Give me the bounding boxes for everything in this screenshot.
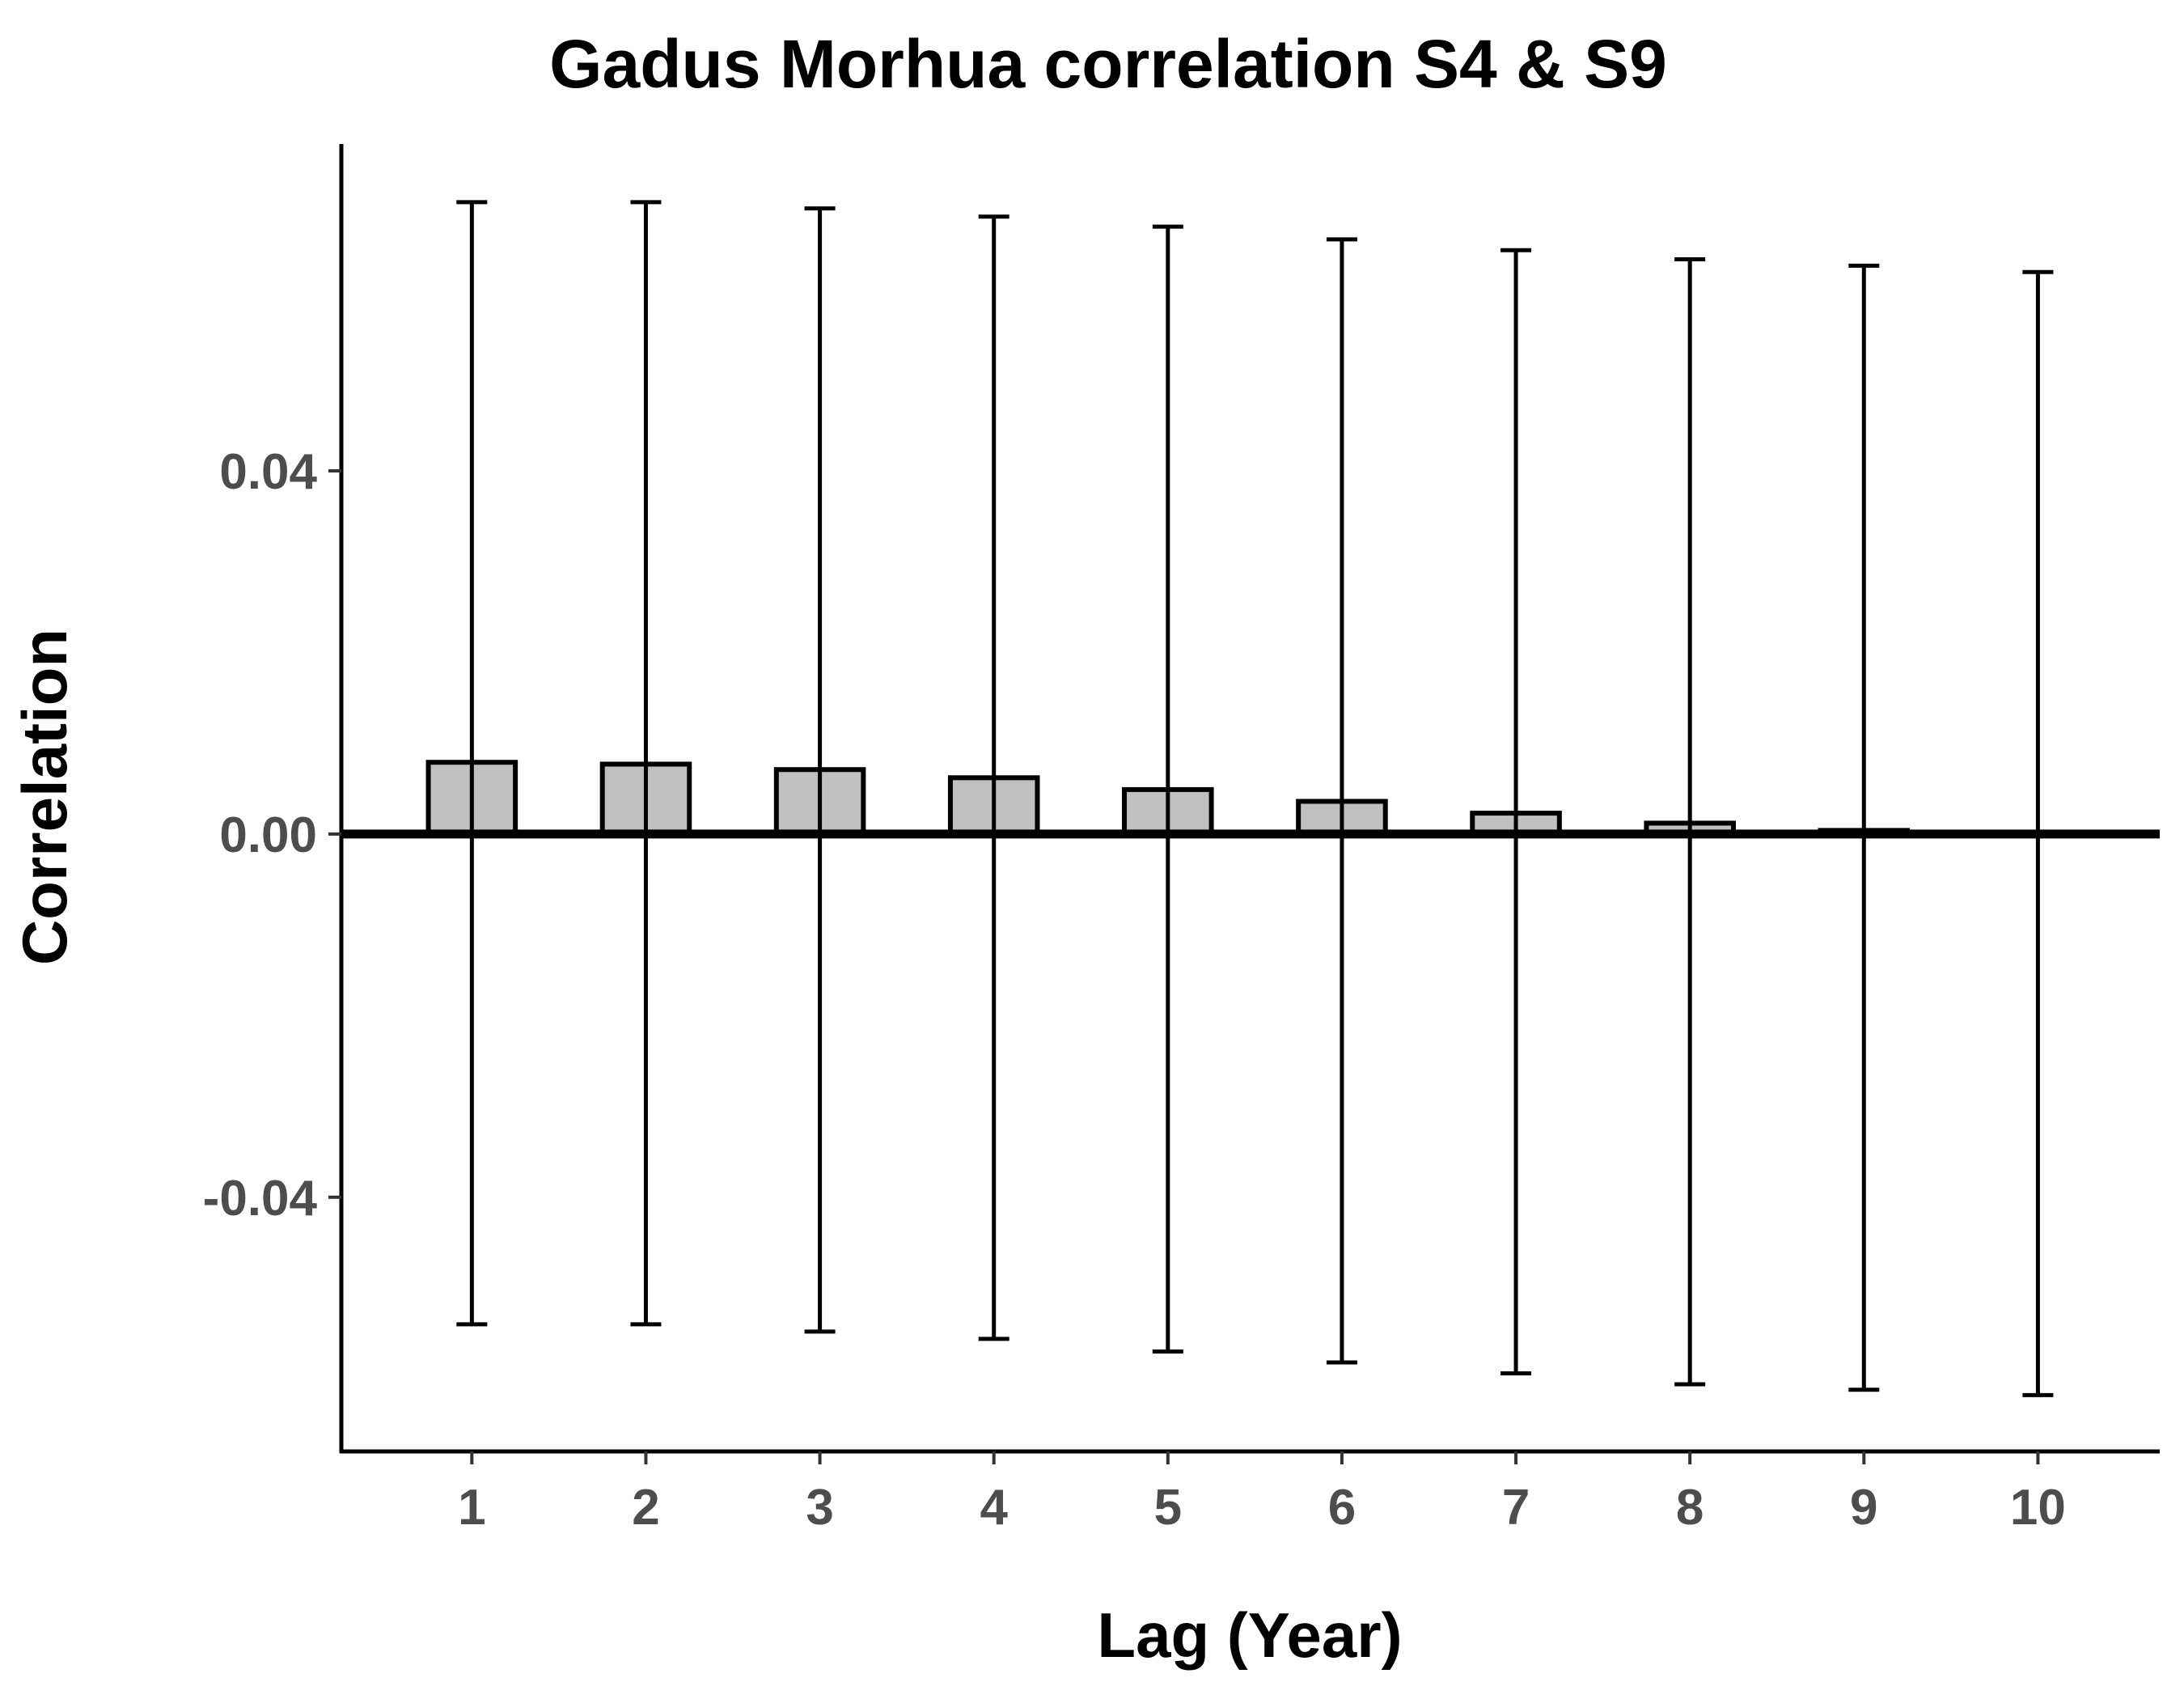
y-tick-label: -0.04: [203, 1171, 318, 1227]
x-tick-label: 9: [1850, 1480, 1877, 1536]
x-tick-label: 1: [458, 1480, 485, 1536]
error-bar-10: [2022, 269, 2054, 1397]
error-bar-8: [1674, 257, 1706, 1387]
x-axis-title: Lag (Year): [1097, 1599, 1402, 1671]
x-tick-label: 10: [2010, 1480, 2066, 1536]
error-bar-9: [1848, 263, 1880, 1392]
error-bar-7: [1500, 248, 1532, 1375]
x-tick-label: 4: [980, 1480, 1008, 1536]
error-bar-4: [978, 214, 1009, 1341]
error-bar-2: [630, 200, 662, 1327]
x-tick-label: 2: [632, 1480, 659, 1536]
x-tick-label: 6: [1328, 1480, 1356, 1536]
y-tick-label: 0.00: [219, 807, 317, 863]
y-axis-title: Correlation: [9, 629, 80, 965]
plot-area: -0.04 0.00 0.04 1 2 3 4 5 6 7 8 9 10: [203, 144, 2160, 1536]
chart-title: Gadus Morhua correlation S4 & S9: [549, 26, 1667, 102]
x-tick-label: 5: [1154, 1480, 1182, 1536]
error-bar-5: [1152, 224, 1183, 1354]
error-bar-3: [804, 206, 836, 1334]
error-bar-6: [1326, 237, 1357, 1365]
x-tick-label: 8: [1676, 1480, 1704, 1536]
error-bar-1: [456, 200, 488, 1327]
y-tick-label: 0.04: [219, 444, 317, 500]
x-tick-label: 3: [806, 1480, 833, 1536]
x-tick-label: 7: [1502, 1480, 1530, 1536]
